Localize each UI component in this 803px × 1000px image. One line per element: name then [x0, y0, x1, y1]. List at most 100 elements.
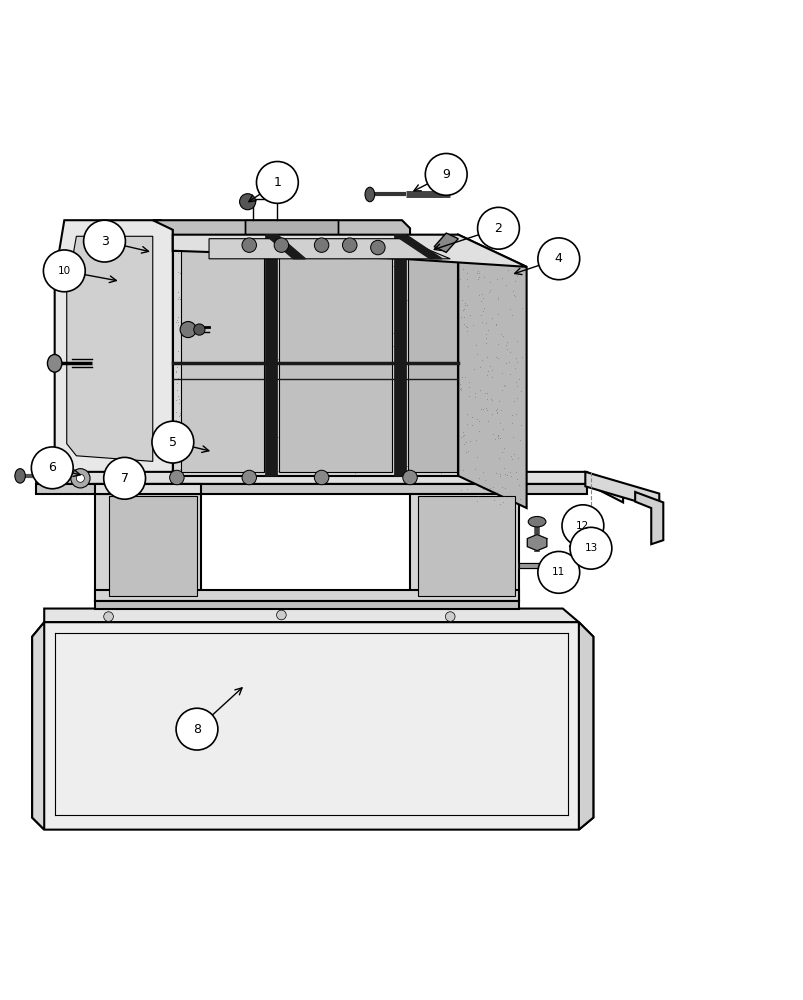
Point [295, 246, 308, 262]
Point [512, 477, 524, 493]
Point [442, 281, 454, 297]
Point [361, 402, 373, 418]
Point [433, 387, 446, 403]
Point [296, 242, 309, 258]
Point [189, 331, 202, 347]
Point [315, 304, 328, 320]
Point [455, 369, 468, 385]
Point [472, 413, 485, 429]
Point [422, 315, 434, 331]
Point [422, 337, 434, 353]
Point [181, 255, 194, 271]
Point [471, 271, 484, 287]
Point [422, 341, 435, 357]
Point [321, 373, 334, 389]
Point [194, 429, 207, 445]
Point [208, 416, 221, 432]
Point [498, 466, 511, 482]
Point [198, 269, 210, 285]
Point [336, 363, 349, 379]
Point [217, 253, 230, 269]
Point [186, 345, 199, 361]
Point [418, 300, 430, 316]
Point [421, 319, 434, 335]
Point [447, 250, 460, 266]
Point [429, 418, 442, 434]
Point [175, 435, 188, 451]
Point [373, 232, 385, 248]
Point [347, 453, 360, 469]
Point [446, 276, 459, 292]
Point [443, 421, 456, 437]
Point [499, 378, 512, 394]
Point [198, 359, 210, 375]
Point [427, 357, 440, 373]
Point [222, 344, 234, 360]
Point [475, 290, 488, 306]
Point [479, 330, 492, 346]
Point [447, 364, 460, 380]
Point [414, 383, 427, 399]
Point [291, 345, 304, 361]
Ellipse shape [14, 469, 26, 483]
Point [179, 442, 192, 458]
Point [190, 402, 203, 418]
Point [371, 366, 384, 382]
Point [411, 404, 424, 420]
Point [268, 432, 281, 448]
Circle shape [152, 421, 194, 463]
Point [195, 356, 208, 372]
Point [506, 283, 519, 299]
Point [434, 417, 446, 433]
Point [290, 269, 303, 285]
Point [324, 370, 337, 386]
Point [254, 447, 267, 463]
Point [173, 289, 185, 305]
Point [424, 342, 437, 358]
Point [245, 231, 258, 247]
Point [312, 435, 325, 451]
Point [193, 445, 206, 461]
Point [349, 322, 362, 338]
Point [250, 285, 263, 301]
Point [238, 432, 251, 448]
Point [308, 447, 320, 463]
Point [221, 258, 234, 274]
Point [206, 447, 219, 463]
Point [425, 343, 438, 359]
Point [431, 368, 444, 384]
Point [504, 307, 517, 323]
Point [301, 438, 314, 454]
Point [236, 241, 249, 257]
Point [176, 340, 189, 356]
Point [437, 388, 450, 404]
Point [491, 484, 503, 500]
Point [432, 279, 445, 295]
Point [494, 326, 507, 342]
Point [346, 320, 359, 336]
Point [201, 276, 214, 292]
Point [377, 333, 389, 349]
Point [493, 415, 506, 431]
Point [443, 404, 456, 420]
Point [299, 448, 312, 464]
Point [438, 368, 451, 384]
Point [364, 444, 377, 460]
Point [192, 356, 205, 372]
Point [308, 288, 321, 304]
Point [392, 454, 405, 470]
Point [420, 409, 433, 425]
Point [429, 434, 442, 450]
Point [448, 446, 461, 462]
Point [180, 340, 193, 356]
Polygon shape [173, 235, 526, 267]
Point [438, 366, 451, 382]
Point [402, 317, 415, 333]
Point [443, 426, 456, 442]
Point [185, 266, 198, 282]
Point [255, 256, 268, 272]
Point [444, 238, 457, 254]
Point [181, 437, 194, 453]
Point [169, 363, 182, 379]
Point [169, 450, 182, 466]
